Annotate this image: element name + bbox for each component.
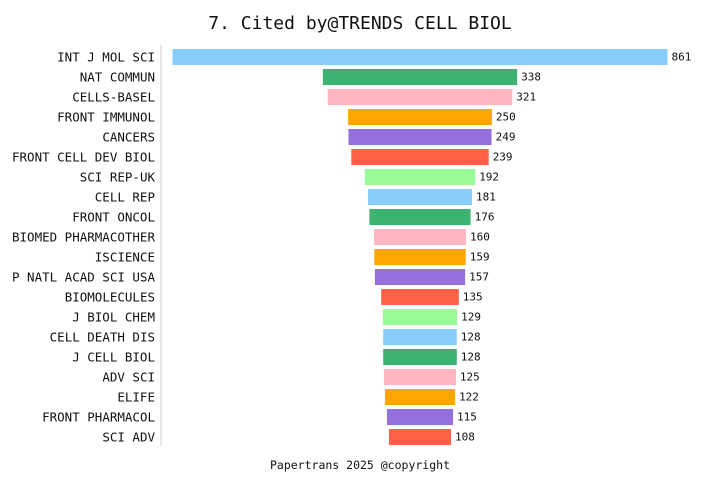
category-labels: INT J MOL SCI NAT COMMUN CELLS-BASEL FRONT … <box>12 50 155 445</box>
category-label: CANCERS <box>102 130 155 145</box>
bar <box>172 49 668 65</box>
bar <box>384 369 456 385</box>
category-label: P NATL ACAD SCI USA <box>12 270 155 285</box>
bar <box>348 129 492 145</box>
chart-title: 7. Cited by@TRENDS CELL BIOL <box>208 13 512 34</box>
bar <box>351 149 489 165</box>
value-label: 115 <box>457 411 477 424</box>
category-label: CELLS-BASEL <box>72 90 155 105</box>
value-label: 321 <box>516 91 536 104</box>
value-label: 861 <box>672 51 692 64</box>
category-label: BIOMED PHARMACOTHER <box>12 230 155 245</box>
category-label: CELL REP <box>95 190 155 205</box>
bar <box>327 89 513 105</box>
bar <box>367 189 473 205</box>
category-label: SCI REP-UK <box>80 170 156 185</box>
category-label: BIOMOLECULES <box>65 290 155 305</box>
bar <box>364 169 476 185</box>
category-label: ELIFE <box>117 390 155 405</box>
category-label: FRONT ONCOL <box>72 210 155 225</box>
value-label: 128 <box>461 351 481 364</box>
category-label: ADV SCI <box>102 370 155 385</box>
bar <box>374 229 466 245</box>
category-label: INT J MOL SCI <box>57 50 155 65</box>
value-label: 250 <box>496 111 516 124</box>
bar <box>382 309 458 325</box>
bar <box>386 409 454 425</box>
category-label: J BIOL CHEM <box>72 310 155 325</box>
value-label: 108 <box>455 431 475 444</box>
category-label: ISCIENCE <box>95 250 155 265</box>
value-label: 160 <box>470 231 490 244</box>
bar <box>374 249 466 265</box>
category-label: FRONT CELL DEV BIOL <box>12 150 155 165</box>
value-label: 157 <box>469 271 489 284</box>
value-label: 181 <box>476 191 496 204</box>
footer-copyright: Papertrans 2025 @copyright <box>270 458 450 472</box>
value-label: 192 <box>479 171 499 184</box>
bars-group <box>172 49 668 445</box>
value-label: 129 <box>461 311 481 324</box>
value-label: 249 <box>496 131 516 144</box>
category-label: SCI ADV <box>102 430 155 445</box>
category-label: CELL DEATH DIS <box>50 330 155 345</box>
value-label: 239 <box>493 151 513 164</box>
bar <box>322 69 518 85</box>
value-label: 338 <box>521 71 541 84</box>
category-label: FRONT PHARMACOL <box>42 410 155 425</box>
bar <box>374 269 466 285</box>
bar <box>383 349 457 365</box>
value-label: 135 <box>463 291 483 304</box>
category-label: J CELL BIOL <box>72 350 155 365</box>
bar <box>369 209 471 225</box>
bar <box>384 389 456 405</box>
value-label: 125 <box>460 371 480 384</box>
category-label: FRONT IMMUNOL <box>57 110 155 125</box>
value-label: 128 <box>461 331 481 344</box>
value-label: 159 <box>470 251 490 264</box>
bar <box>348 109 492 125</box>
category-label: NAT COMMUN <box>80 70 155 85</box>
bar <box>388 429 452 445</box>
bar <box>381 289 459 305</box>
value-label: 122 <box>459 391 479 404</box>
bar <box>383 329 457 345</box>
value-label: 176 <box>475 211 495 224</box>
